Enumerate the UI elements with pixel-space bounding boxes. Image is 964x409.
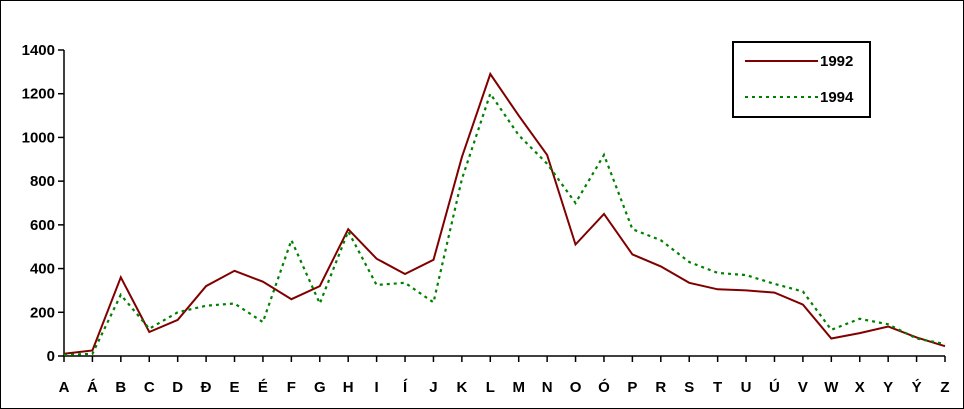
x-tick-label: C bbox=[144, 379, 155, 396]
x-tick-label: D bbox=[172, 379, 183, 396]
x-tick-label: S bbox=[684, 379, 694, 396]
x-tick-label: K bbox=[456, 379, 467, 396]
y-tick-label: 600 bbox=[30, 217, 55, 234]
x-tick-label: G bbox=[314, 379, 326, 396]
x-tick-label: Ý bbox=[912, 378, 922, 396]
legend-label-1992: 1992 bbox=[820, 53, 853, 70]
x-tick-label: P bbox=[627, 379, 637, 396]
x-tick-label: Ó bbox=[598, 378, 610, 396]
x-tick-label: F bbox=[287, 379, 296, 396]
x-tick-label: H bbox=[343, 379, 354, 396]
y-tick-label: 200 bbox=[30, 304, 55, 321]
y-tick-label: 800 bbox=[30, 173, 55, 190]
y-axis: 0 200 400 600 800 1000 1200 1400 bbox=[22, 42, 64, 365]
y-tick-label: 400 bbox=[30, 261, 55, 278]
x-tick-label: É bbox=[258, 379, 268, 396]
x-tick-label: B bbox=[115, 379, 126, 396]
y-tick-label: 1200 bbox=[22, 86, 55, 103]
y-tick-label: 1400 bbox=[22, 42, 55, 59]
x-tick-label: Z bbox=[940, 379, 949, 396]
x-tick-label: E bbox=[230, 379, 240, 396]
legend-label-1994: 1994 bbox=[820, 89, 854, 106]
x-tick-label: Ú bbox=[769, 378, 780, 396]
x-tick-label: Đ bbox=[201, 379, 212, 396]
y-tick-label: 0 bbox=[47, 348, 55, 365]
x-tick-label: X bbox=[855, 379, 865, 396]
x-tick-label: L bbox=[486, 379, 495, 396]
x-tick-label: Y bbox=[883, 379, 893, 396]
x-tick-label: W bbox=[824, 379, 839, 396]
x-tick-label: J bbox=[429, 379, 437, 396]
x-tick-label: M bbox=[512, 379, 525, 396]
x-tick-label: Á bbox=[87, 379, 98, 396]
x-tick-label: U bbox=[741, 379, 752, 396]
x-tick-label: I bbox=[375, 379, 379, 396]
x-tick-label: Í bbox=[403, 379, 408, 396]
y-tick-label: 1000 bbox=[22, 129, 55, 146]
x-tick-label: N bbox=[542, 379, 553, 396]
x-tick-label: O bbox=[570, 379, 582, 396]
x-tick-label: A bbox=[59, 379, 70, 396]
x-tick-label: R bbox=[655, 379, 666, 396]
x-tick-label: T bbox=[713, 379, 722, 396]
legend: 1992 1994 bbox=[733, 42, 870, 117]
x-tick-label: V bbox=[798, 379, 808, 396]
